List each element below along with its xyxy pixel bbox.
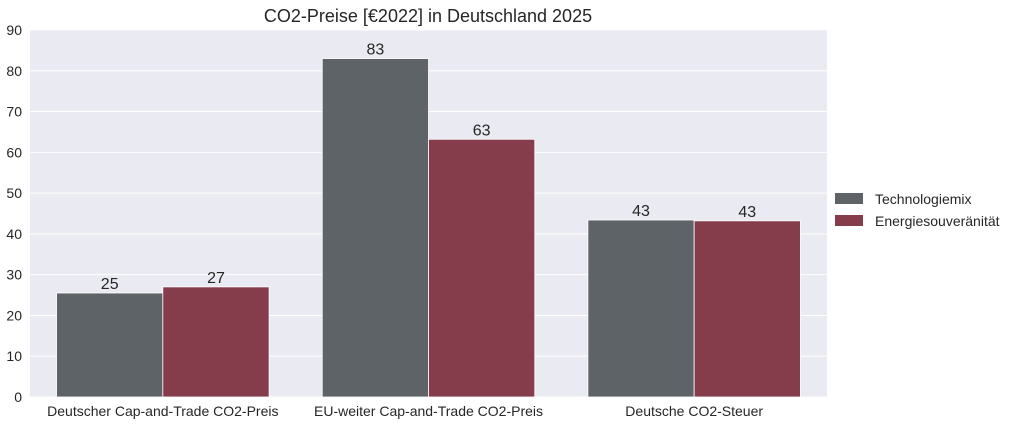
y-tick-label: 60 — [6, 144, 22, 160]
bar — [693, 220, 801, 398]
y-tick-label: 0 — [14, 389, 22, 405]
chart-title: CO2-Preise [€2022] in Deutschland 2025 — [264, 6, 592, 26]
legend-label-technologiemix: Technologiemix — [875, 191, 972, 207]
bar — [321, 58, 429, 398]
bar-value-label: 27 — [207, 270, 225, 287]
y-tick-label: 20 — [6, 307, 22, 323]
y-tick-label: 90 — [6, 22, 22, 38]
bar-value-label: 43 — [738, 204, 756, 221]
bar-value-label: 63 — [473, 122, 491, 139]
y-tick-label: 80 — [6, 63, 22, 79]
y-tick-label: 10 — [6, 348, 22, 364]
bars — [56, 58, 801, 398]
bar-value-label: 25 — [101, 276, 119, 293]
legend: Technologiemix Energiesouveränität — [835, 191, 1000, 229]
y-tick-label: 40 — [6, 226, 22, 242]
x-axis-ticks: Deutscher Cap-and-Trade CO2-Preis EU-weit… — [47, 403, 763, 419]
bar-value-label: 83 — [366, 42, 384, 59]
y-axis-ticks: 0 10 20 30 40 50 60 70 80 90 — [6, 22, 22, 405]
x-tick-label: EU-weiter Cap-and-Trade CO2-Preis — [314, 403, 543, 419]
x-tick-label: Deutscher Cap-and-Trade CO2-Preis — [47, 403, 278, 419]
bar — [162, 286, 270, 398]
bar — [587, 219, 695, 398]
x-tick-label: Deutsche CO2-Steuer — [625, 403, 763, 419]
legend-swatch-technologiemix — [835, 193, 863, 204]
y-tick-label: 30 — [6, 267, 22, 283]
legend-label-energiesouveraenitaet: Energiesouveränität — [875, 213, 1000, 229]
y-tick-label: 50 — [6, 185, 22, 201]
bar-value-label: 43 — [632, 203, 650, 220]
bar — [428, 138, 536, 398]
legend-swatch-energiesouveraenitaet — [835, 215, 863, 226]
bar — [56, 292, 164, 398]
y-tick-label: 70 — [6, 104, 22, 120]
bar-value-labels: 25 27 83 63 43 43 — [101, 42, 756, 293]
